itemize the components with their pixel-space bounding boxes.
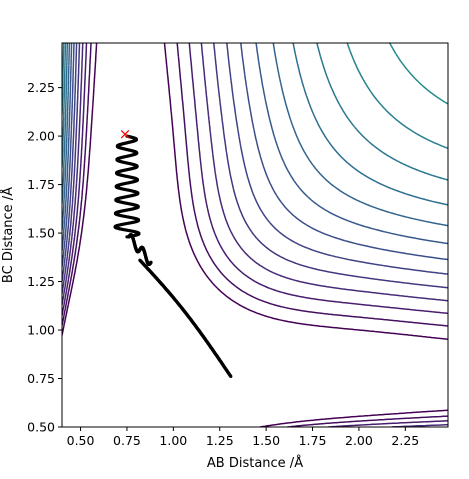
x-tick-label: 1.00 <box>159 433 187 448</box>
y-tick-label: 0.75 <box>27 371 55 386</box>
y-tick-label: 1.25 <box>27 274 55 289</box>
x-tick-label: 1.25 <box>206 433 234 448</box>
y-tick-label: 1.00 <box>27 323 55 338</box>
contour-level <box>389 43 448 105</box>
x-axis-ticks: 0.50 0.75 1.00 1.25 1.50 1.75 2.00 2.25 <box>67 427 419 448</box>
y-tick-label: 1.75 <box>27 177 55 192</box>
y-tick-label: 1.50 <box>27 226 55 241</box>
trajectory-point <box>149 260 153 264</box>
contour-level <box>62 43 448 206</box>
x-tick-label: 0.75 <box>113 433 141 448</box>
contour-level <box>62 43 448 181</box>
x-tick-label: 2.25 <box>391 433 419 448</box>
x-tick-label: 0.50 <box>67 433 95 448</box>
y-tick-label: 2.25 <box>27 80 55 95</box>
x-axis-label: AB Distance /Å <box>207 455 303 471</box>
y-axis-ticks: 0.50 0.75 1.00 1.25 1.50 1.75 2.00 2.25 <box>27 80 62 435</box>
x-tick-label: 1.75 <box>299 433 327 448</box>
trajectory-point <box>229 374 233 378</box>
y-tick-label: 0.50 <box>27 420 55 435</box>
trajectory-path <box>113 134 233 378</box>
x-tick-label: 1.50 <box>252 433 280 448</box>
y-tick-label: 2.00 <box>27 129 55 144</box>
y-axis-label: BC Distance /Å <box>0 187 16 283</box>
start-marker: × <box>119 125 132 143</box>
start-marker-glyph: × <box>119 125 132 143</box>
plot-frame <box>61 42 449 428</box>
x-tick-label: 2.00 <box>345 433 373 448</box>
contour-lines <box>62 43 448 427</box>
